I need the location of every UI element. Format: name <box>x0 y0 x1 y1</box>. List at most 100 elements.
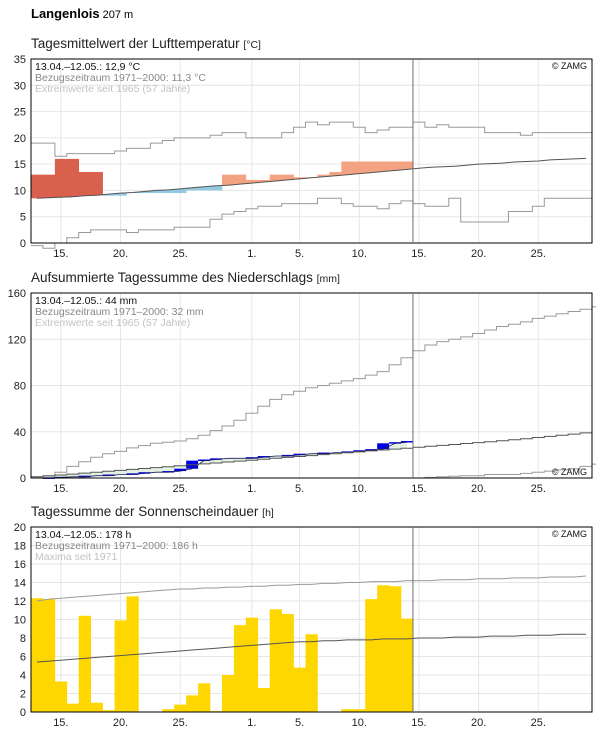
sun-bar <box>31 598 44 712</box>
temp-ytick-label: 25 <box>14 107 26 119</box>
temp-copyright: © ZAMG <box>552 61 587 71</box>
sun-ytick-label: 18 <box>14 541 26 553</box>
sun-xtick-label: 5. <box>295 717 304 729</box>
precip-max-line <box>31 306 596 479</box>
precip-xtick-label: 25. <box>531 483 546 495</box>
temp-xtick-label: 25. <box>173 248 188 260</box>
temp-reference-line <box>36 157 587 199</box>
temp-ytick-label: 30 <box>14 80 26 92</box>
sun-bar <box>269 609 282 712</box>
temp-anomaly-bar <box>186 187 199 191</box>
precip-ytick-label: 160 <box>8 288 26 300</box>
sun-bar <box>198 683 211 712</box>
sun-xtick-label: 25. <box>531 717 546 729</box>
precip-rain-block <box>102 474 115 477</box>
temp-anomaly-bar <box>114 193 127 196</box>
precip-rain-block <box>198 459 211 461</box>
precip-xtick-label: 15. <box>53 483 68 495</box>
sun-bar <box>54 681 68 712</box>
sun-xtick-label: 15. <box>53 717 68 729</box>
temp-anomaly-bar <box>233 174 247 185</box>
precip-border <box>30 292 593 479</box>
temp-anomaly-bar <box>66 158 80 197</box>
precip-xtick-label: 20. <box>113 483 128 495</box>
precip-xtick-label: 10. <box>352 483 367 495</box>
sun-ytick-label: 8 <box>20 633 26 645</box>
sun-title-text: Tagessumme der Sonnenscheindauer <box>31 504 259 519</box>
sun-bar <box>66 703 80 712</box>
sun-xtick-label: 1. <box>247 717 256 729</box>
sun-ytick-label: 2 <box>20 689 26 701</box>
temp-anomaly-bar <box>174 188 187 194</box>
sun-info-3: Maxima seit 1971 <box>35 551 117 563</box>
sun-ytick-label: 14 <box>14 578 26 590</box>
sun-bar <box>90 702 103 712</box>
precip-copyright: © ZAMG <box>552 467 587 477</box>
precip-xtick-label: 25. <box>173 483 188 495</box>
temp-xtick-label: 10. <box>352 248 367 260</box>
precip-chart-title: Aufsummierte Tagessumme des Niederschlag… <box>31 270 340 285</box>
temp-anomaly-bar <box>162 189 175 194</box>
precip-rain-block <box>293 453 306 456</box>
precip-xtick-label: 1. <box>247 483 256 495</box>
station-name: Langenlois <box>31 6 100 21</box>
temp-title-text: Tagesmittelwert der Lufttemperatur <box>31 36 240 51</box>
sun-ytick-label: 12 <box>14 596 26 608</box>
precip-rain-block <box>138 472 151 474</box>
temp-anomaly-bar <box>269 174 282 181</box>
temp-anomaly-bar <box>150 190 163 194</box>
sun-max-line <box>36 575 587 602</box>
sun-chart-title: Tagessumme der Sonnenscheindauer [h] <box>31 504 274 519</box>
temp-anomaly-bar <box>210 185 223 191</box>
sun-xtick-label: 20. <box>113 717 128 729</box>
precip-info-3: Extremwerte seit 1965 (57 Jahre) <box>35 317 190 329</box>
precip-rain-block <box>174 468 187 472</box>
precip-title-unit: [mm] <box>316 273 340 285</box>
temp-anomaly-bar <box>293 177 306 179</box>
temp-anomaly-bar <box>31 174 44 199</box>
sun-bar <box>353 709 366 712</box>
temp-xtick-label: 15. <box>53 248 68 260</box>
precip-frame: 160 120 80 40 0 15. 20. 25. 1. 5. 10. 15. 20. 25. 13.0… <box>8 288 596 495</box>
station-header: Langenlois 207 m <box>31 6 133 21</box>
temp-anomaly-bar <box>317 174 330 177</box>
temp-anomaly-bar <box>221 174 235 186</box>
temp-ytick-label: 20 <box>14 133 26 145</box>
precip-title-text: Aufsummierte Tagessumme des Niederschlag… <box>31 270 313 285</box>
temp-anomaly-bar <box>281 174 294 180</box>
temp-anomaly-bar <box>341 161 354 175</box>
sun-bar <box>221 675 235 712</box>
sun-xtick-label: 15. <box>411 717 426 729</box>
temp-anomaly-bar <box>90 172 103 196</box>
precip-rain-block <box>401 441 413 443</box>
sun-title-unit: [h] <box>262 507 274 519</box>
sun-bar <box>114 620 127 712</box>
temp-info-2: Bezugszeitraum 1971–2000: 11,3 °C <box>35 72 206 84</box>
sun-xtick-label: 20. <box>471 717 486 729</box>
precip-xtick-label: 15. <box>411 483 426 495</box>
precip-info-2: Bezugszeitraum 1971–2000: 32 mm <box>35 306 204 318</box>
temp-anomaly-bar <box>245 179 259 184</box>
temp-xtick-label: 15. <box>411 248 426 260</box>
sun-ytick-label: 0 <box>20 707 26 719</box>
sun-bar <box>162 709 175 712</box>
sun-bar <box>174 704 187 712</box>
sun-ytick-label: 16 <box>14 559 26 571</box>
sun-bar <box>42 599 56 712</box>
temp-frame: 35 30 25 20 15 10 5 0 15. 20. 25. 1. 5. 10. 15. 20. 25. 1… <box>14 54 593 260</box>
sun-border <box>30 526 593 713</box>
sun-bar <box>257 687 271 712</box>
temp-ytick-label: 10 <box>14 185 26 197</box>
temp-anomaly-bar <box>377 161 390 172</box>
temp-anomaly-bar <box>78 172 91 196</box>
sun-bar <box>281 613 294 712</box>
temp-min-line <box>31 197 592 249</box>
sun-reference-line <box>36 633 586 663</box>
precip-rain-block <box>377 443 390 450</box>
sun-bar <box>102 710 115 712</box>
sun-xtick-label: 10. <box>352 717 367 729</box>
temp-anomaly-bar <box>54 158 68 198</box>
sun-bar <box>245 617 259 712</box>
precip-xtick-label: 20. <box>471 483 486 495</box>
temp-chart-title: Tagesmittelwert der Lufttemperatur [°C] <box>31 36 261 51</box>
